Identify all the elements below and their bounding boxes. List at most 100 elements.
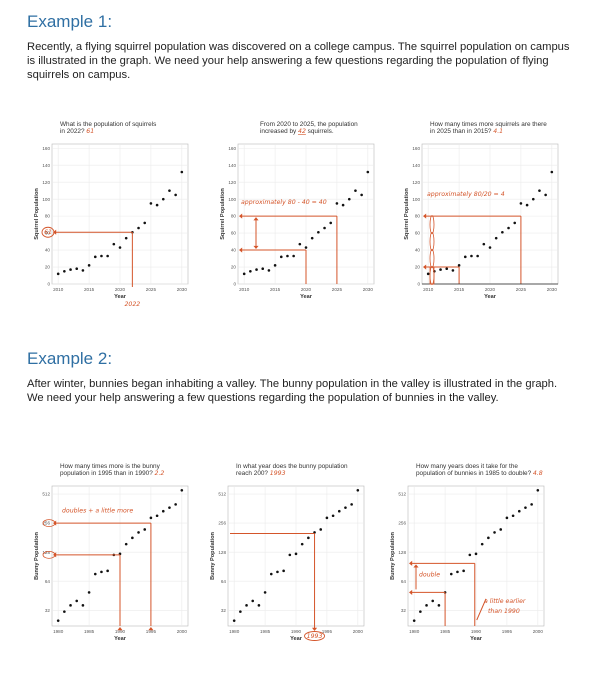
- y-tick-label: 512: [218, 492, 226, 497]
- data-point: [310, 236, 314, 240]
- unit-bar: [429, 266, 435, 285]
- handwritten-note-than: than 1990: [488, 607, 520, 615]
- data-point: [269, 572, 273, 576]
- data-point: [439, 268, 442, 271]
- y-tick-label: 60: [45, 231, 51, 236]
- handwritten-note-earlier: a little earlier: [484, 597, 526, 605]
- y-axis-label: Squirrel Population: [220, 188, 226, 240]
- data-point: [536, 488, 540, 492]
- arrowhead-left-20: [423, 264, 427, 270]
- x-tick-label: 2020: [485, 287, 496, 292]
- arrowhead-up: [253, 217, 259, 221]
- y-tick-label: 40: [415, 248, 421, 253]
- data-point: [261, 267, 265, 271]
- arrowhead-down: [311, 627, 318, 631]
- data-point: [75, 599, 79, 603]
- data-point: [462, 569, 465, 573]
- question-line-2: increased by 42 squirrels.: [260, 128, 334, 135]
- data-point: [239, 610, 242, 613]
- y-tick-label: 128: [398, 550, 406, 555]
- y-tick-label: 32: [401, 608, 407, 613]
- question-line-2: population of bunnies in 1985 to double?…: [416, 470, 543, 477]
- question-line-1: How many times more squirrels are there: [430, 121, 547, 128]
- arrowhead-left-80: [239, 213, 243, 219]
- y-tick-label: 0: [233, 282, 236, 287]
- data-point: [304, 246, 308, 249]
- data-point: [106, 569, 109, 573]
- question-prefix: increased by: [260, 128, 298, 135]
- data-point: [331, 514, 335, 518]
- y-tick-label: 64: [221, 579, 227, 584]
- data-point: [337, 509, 341, 513]
- data-point: [257, 604, 261, 607]
- data-point: [482, 242, 486, 246]
- x-tick-label: 2025: [516, 287, 527, 292]
- data-point: [124, 542, 128, 546]
- circled-answer: [41, 226, 55, 238]
- data-point: [251, 599, 255, 603]
- data-point: [100, 570, 103, 574]
- data-point: [56, 619, 60, 622]
- data-point: [550, 170, 554, 174]
- y-axis-label: Squirrel Population: [34, 188, 40, 240]
- data-point: [300, 542, 304, 546]
- arrowhead-left-high: [409, 560, 413, 566]
- data-point: [463, 255, 467, 259]
- handwritten-note: approximately 80 - 40 = 40: [241, 198, 327, 206]
- data-point: [476, 254, 479, 258]
- y-tick-label: 256: [218, 521, 226, 526]
- year-note: 1993: [307, 633, 323, 640]
- x-tick-label: 2015: [270, 287, 281, 292]
- y-tick-label: 160: [412, 146, 420, 151]
- handwritten-answer: 4.8: [533, 470, 543, 477]
- question-line-2: in 2025 than in 2015? 4.1: [430, 128, 503, 135]
- y-tick-label: 100: [228, 197, 236, 202]
- y-tick-label: 120: [412, 180, 420, 185]
- y-tick-label: 100: [42, 197, 50, 202]
- arrowhead-left-80: [423, 213, 427, 219]
- data-point: [544, 193, 547, 197]
- data-point: [470, 254, 473, 258]
- squirrel-chart-panel-3: How many times more squirrels are there i…: [400, 118, 570, 318]
- x-axis-label: Year: [484, 294, 497, 300]
- data-point: [69, 268, 72, 271]
- arrowhead-up-1995: [148, 627, 154, 631]
- x-axis-label: Year: [114, 294, 127, 300]
- squirrel-scatter-plot-ratio: How many times more squirrels are therei…: [404, 121, 559, 300]
- data-point: [356, 488, 360, 492]
- example-1-text: Recently, a flying squirrel population w…: [27, 41, 570, 81]
- x-tick-label: 2010: [53, 287, 64, 292]
- data-point: [131, 536, 134, 540]
- data-point: [174, 503, 177, 506]
- year-note: 2022: [124, 301, 140, 308]
- data-point: [81, 604, 85, 607]
- data-point: [530, 503, 533, 506]
- data-point: [180, 170, 184, 174]
- y-tick-label: 128: [42, 550, 50, 555]
- data-point: [245, 604, 248, 607]
- data-point: [100, 254, 103, 258]
- data-point: [350, 503, 353, 506]
- arrowhead-up-1990: [117, 627, 123, 631]
- data-point: [499, 528, 503, 531]
- bunny-chart-panel-3: How many years does it take for the popul…: [386, 460, 561, 660]
- data-point: [307, 536, 310, 540]
- question-text: population in 1995 than in 1990?: [60, 470, 155, 477]
- x-tick-label: 2015: [454, 287, 465, 292]
- y-tick-label: 160: [228, 146, 236, 151]
- data-point: [161, 509, 165, 513]
- bunny-chart-panel-2: In what year does the bunny population re…: [206, 460, 381, 660]
- data-point: [531, 197, 535, 201]
- data-point: [298, 242, 302, 246]
- data-point: [81, 269, 85, 272]
- data-point: [180, 488, 184, 492]
- y-tick-label: 128: [218, 550, 226, 555]
- handwritten-answer: 42: [298, 128, 306, 135]
- data-point: [524, 506, 527, 509]
- y-tick-label: 512: [398, 492, 406, 497]
- data-point: [242, 272, 246, 276]
- x-tick-label: 1985: [260, 629, 271, 634]
- data-point: [255, 268, 258, 271]
- data-point: [273, 264, 277, 267]
- handwritten-note-double: double: [419, 571, 440, 578]
